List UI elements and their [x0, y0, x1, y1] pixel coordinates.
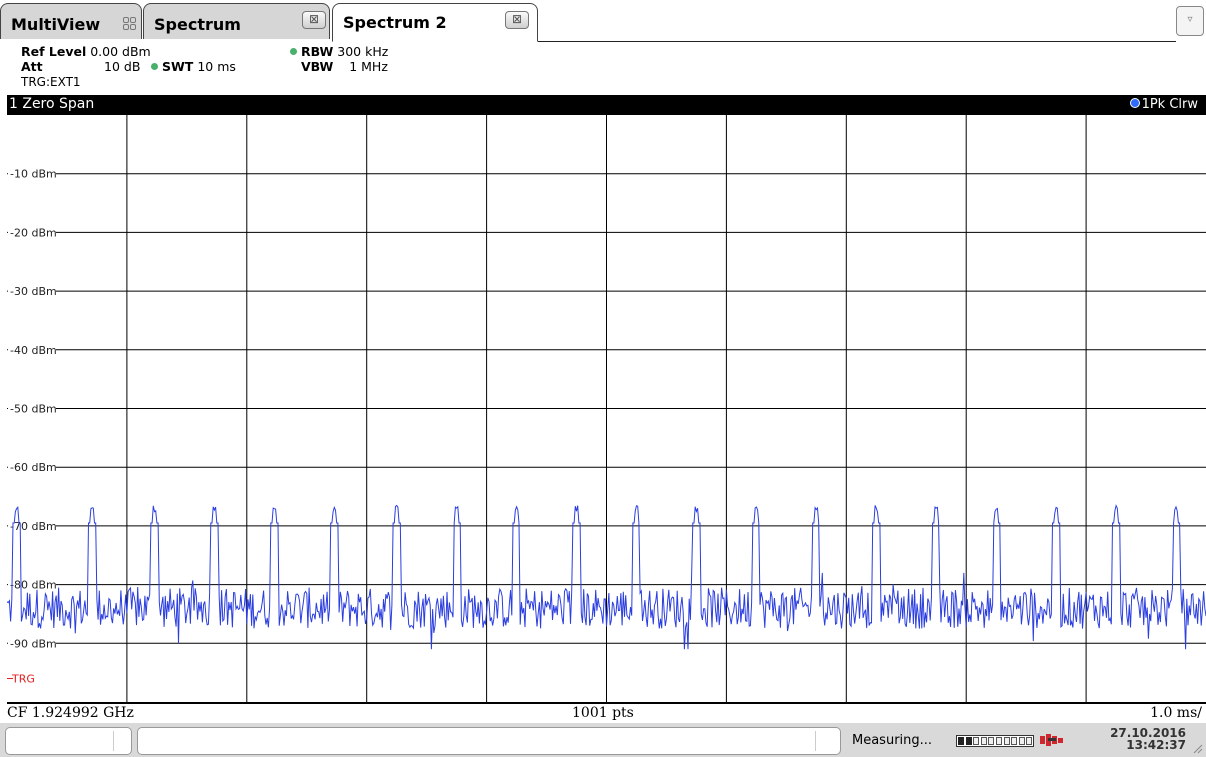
att-label[interactable]: Att [21, 59, 43, 74]
time: 13:42:37 [1126, 738, 1186, 752]
tick-label-bg [8, 166, 56, 180]
y-tick-label: -20 dBm [10, 226, 57, 239]
resize-grip-icon[interactable] [1191, 742, 1203, 754]
tab-spectrum-2[interactable]: Spectrum 2 ⊠ [332, 3, 538, 42]
chart: -10 dBm -20 dBm -30 dBm -40 dBm -50 dBm -60 d… [6, 115, 1206, 702]
tick-label-bg [8, 460, 56, 474]
date: 27.10.2016 [1110, 726, 1186, 740]
y-tick-label: -70 dBm [10, 520, 57, 533]
progress-segment [1026, 737, 1033, 745]
att-value: 10 dB [104, 59, 141, 74]
tick-label-bg [8, 636, 56, 650]
trace-indicator[interactable]: 1Pk Clrw [1129, 97, 1198, 112]
trace-line [6, 504, 1206, 650]
chevron-down-icon: ▿ [1187, 14, 1193, 25]
date-time: 27.10.2016 13:42:37 [1092, 727, 1186, 751]
status-bar: Measuring... 27.10.2016 13:42:37 [0, 723, 1206, 757]
measurement-status: Measuring... [852, 733, 933, 748]
y-tick-label: -90 dBm [10, 637, 57, 650]
close-tab-button[interactable]: ⊠ [302, 11, 326, 29]
close-icon: ⊠ [511, 12, 523, 26]
measurement-progress-bar [956, 735, 1034, 747]
status-message-field[interactable] [137, 727, 841, 755]
progress-segment [958, 737, 964, 745]
trigger-source: TRG:EXT1 [21, 75, 81, 89]
diagram-window: 1 Zero Span 1Pk Clrw -10 dBm -20 dBm -30 d… [6, 95, 1206, 723]
progress-segment [988, 737, 995, 745]
tab-bar: MultiView Spectrum ⊠ Spectrum 2 ⊠ ▿ [0, 0, 1206, 42]
status-dot-icon [151, 63, 158, 70]
time-per-division: 1.0 ms/ [1150, 705, 1202, 721]
y-tick-label: -60 dBm [10, 461, 57, 474]
progress-segment [965, 737, 972, 745]
y-tick-label: -30 dBm [10, 285, 57, 298]
diagram-title-bar: 1 Zero Span 1Pk Clrw [7, 95, 1206, 115]
y-tick-label: -50 dBm [10, 403, 57, 416]
tab-menu-dropdown[interactable]: ▿ [1176, 6, 1204, 36]
tick-label-bg [8, 225, 56, 239]
progress-segment [1018, 737, 1025, 745]
sweep-points: 1001 pts [572, 705, 634, 721]
tab-label: MultiView [11, 15, 101, 34]
vbw[interactable]: VBW 1 MHz [301, 59, 388, 74]
status-dot-icon [290, 48, 297, 55]
close-tab-button[interactable]: ⊠ [505, 11, 529, 29]
tick-label-bg [8, 401, 56, 415]
measurement-parameters: Ref Level 0.00 dBm Att 10 dB SWT 10 ms R… [0, 42, 1206, 95]
divider [815, 731, 816, 751]
tab-label: Spectrum 2 [343, 13, 447, 32]
progress-segment [1003, 737, 1010, 745]
tab-spectrum[interactable]: Spectrum ⊠ [143, 3, 330, 39]
plot-area[interactable]: -10 dBm -20 dBm -30 dBm -40 dBm -50 dBm -60 d… [6, 115, 1206, 702]
y-tick-label: -40 dBm [10, 344, 57, 357]
tick-label-bg [8, 284, 56, 298]
divider [113, 731, 114, 751]
grid-icon [123, 17, 136, 30]
ref-level[interactable]: Ref Level 0.00 dBm [21, 44, 151, 59]
status-field-left[interactable] [5, 727, 132, 755]
tab-multiview[interactable]: MultiView [0, 3, 142, 39]
progress-segment [1011, 737, 1018, 745]
diagram-title: 1 Zero Span [9, 96, 95, 112]
y-tick-label: -10 dBm [10, 168, 57, 181]
progress-segment [980, 737, 987, 745]
trace-dot-icon [1129, 98, 1140, 108]
activity-icon [1040, 734, 1063, 746]
progress-segment [973, 737, 980, 745]
y-tick-label: -80 dBm [10, 579, 57, 592]
diagram-footer: CF 1.924992 GHz 1001 pts 1.0 ms/ [7, 704, 1206, 723]
center-frequency: CF 1.924992 GHz [7, 705, 134, 721]
tick-label-bg [8, 342, 56, 356]
tab-baseline [538, 41, 1176, 42]
swt[interactable]: SWT 10 ms [151, 59, 236, 74]
trigger-marker: TRG [11, 673, 35, 686]
tick-label-bg [8, 577, 56, 591]
tab-label: Spectrum [154, 15, 241, 34]
close-icon: ⊠ [308, 12, 320, 26]
progress-segment [996, 737, 1002, 745]
rbw[interactable]: RBW 300 kHz [290, 44, 388, 59]
